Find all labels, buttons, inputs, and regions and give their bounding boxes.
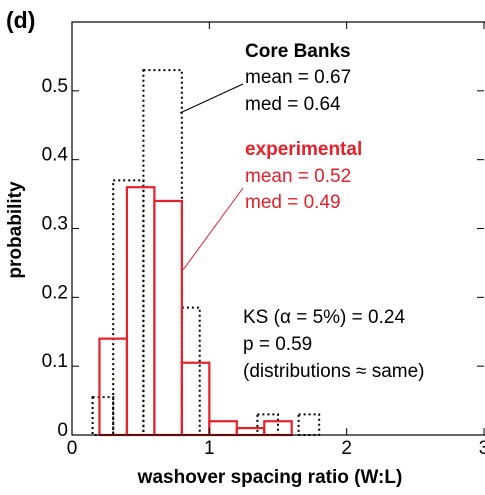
stat-text: med = 0.49 (245, 192, 341, 213)
stat-text: mean = 0.67 (245, 67, 351, 88)
bar (142, 69, 183, 437)
y-tick-label: 0.5 (42, 76, 68, 97)
bar (263, 420, 293, 437)
bar (256, 413, 279, 437)
bar (153, 199, 183, 437)
annotation: p = 0.59 (243, 334, 312, 355)
leader-line (182, 187, 244, 271)
stat-text: mean = 0.52 (245, 166, 351, 187)
series-label: experimental (245, 139, 362, 160)
x-tick-label: 1 (204, 438, 215, 459)
x-tick-label: 2 (341, 438, 352, 459)
bar (125, 186, 156, 437)
bar (235, 427, 266, 437)
bar (208, 420, 238, 437)
y-tick-label: 0.2 (42, 282, 68, 303)
y-tick-label: 0 (57, 420, 68, 441)
stat-text: med = 0.64 (245, 94, 341, 115)
annotation: (distributions ≈ same) (243, 361, 424, 382)
panel-label: (d) (6, 7, 35, 33)
series-label: Core Banks (245, 41, 351, 62)
bar (91, 396, 115, 436)
x-axis-label: washover spacing ratio (W:L) (137, 467, 403, 488)
bar (297, 413, 321, 437)
y-axis-label: probability (5, 181, 26, 279)
y-tick-label: 0.1 (42, 351, 68, 372)
bar (112, 179, 145, 436)
x-tick-label: 0 (67, 438, 78, 459)
bar (98, 337, 129, 437)
annotation: KS (α = 5%) = 0.24 (243, 307, 405, 328)
x-tick-label: 3 (479, 438, 485, 459)
bar (180, 361, 211, 437)
y-tick-label: 0.4 (42, 145, 69, 166)
leader-line (179, 83, 244, 114)
y-tick-label: 0.3 (42, 214, 68, 235)
bar (180, 306, 201, 436)
